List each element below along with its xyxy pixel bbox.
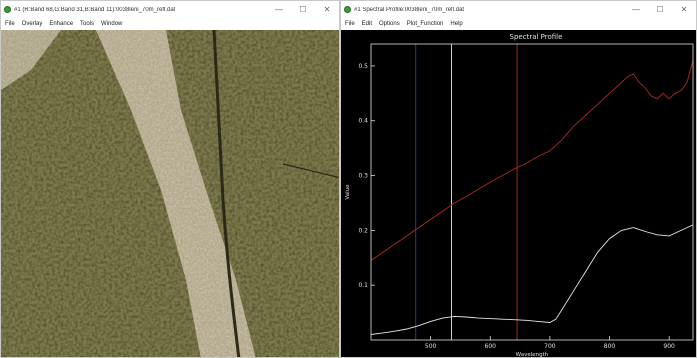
y-tick-label: 0.1 (358, 282, 368, 289)
y-tick-label: 0.2 (358, 227, 368, 234)
minimize-button[interactable]: — (275, 5, 283, 14)
close-button[interactable]: ✕ (323, 5, 331, 14)
plot-title: Spectral Profile (510, 33, 563, 41)
x-tick-label: 500 (425, 343, 437, 350)
maximize-button[interactable]: ☐ (656, 5, 664, 14)
menu-plot-function[interactable]: Plot_Function (406, 21, 444, 27)
close-button[interactable]: ✕ (680, 5, 688, 14)
y-tick-label: 0.4 (358, 118, 368, 125)
y-axis-label: Value (345, 184, 351, 200)
y-tick-label: 0.3 (358, 173, 368, 180)
x-tick-label: 600 (485, 343, 497, 350)
profile-window-title: #1 Spectral Profile:0038leni_70m_refl.da… (354, 6, 465, 13)
menu-edit[interactable]: Edit (361, 21, 373, 27)
menu-tools[interactable]: Tools (80, 21, 95, 27)
y-tick-label: 0.5 (358, 63, 368, 70)
minimize-button[interactable]: — (632, 5, 640, 14)
spectral-profile-window[interactable]: #1 Spectral Profile:0038leni_70m_refl.da… (340, 0, 697, 358)
x-tick-label: 800 (604, 343, 616, 350)
image-window-menubar: File Overlay Enhance Tools Window (1, 18, 339, 30)
field-track (282, 163, 339, 179)
image-window-titlebar[interactable]: #1 (R:Band 68,G:Band 31,B:Band 11):0038l… (1, 1, 339, 18)
image-window-title: #1 (R:Band 68,G:Band 31,B:Band 11):0038l… (14, 6, 176, 13)
plot-frame (370, 43, 694, 341)
maximize-button[interactable]: ☐ (299, 5, 307, 14)
field-patch-texture (1, 30, 61, 90)
plot-background (341, 30, 696, 357)
image-viewport[interactable] (1, 29, 340, 358)
image-window[interactable]: #1 (R:Band 68,G:Band 31,B:Band 11):0038l… (0, 0, 340, 358)
field-furrow (212, 29, 241, 357)
menu-file[interactable]: File (345, 21, 355, 27)
menu-enhance[interactable]: Enhance (49, 21, 74, 27)
spectrum-line (370, 224, 694, 335)
menu-file[interactable]: File (5, 21, 15, 27)
menu-help[interactable]: Help (450, 21, 463, 27)
menu-options[interactable]: Options (379, 21, 400, 27)
profile-window-menubar: File Edit Options Plot_Function Help (341, 18, 696, 30)
spectrum-line (370, 60, 694, 261)
app-icon (344, 6, 351, 13)
menu-window[interactable]: Window (101, 21, 123, 27)
x-tick-label: 700 (544, 343, 556, 350)
x-tick-label: 900 (663, 343, 675, 350)
menu-overlay[interactable]: Overlay (21, 21, 43, 27)
plot-viewport[interactable]: Spectral Profile 500 600 700 800 900 0.1 0.2 0… (341, 30, 696, 357)
x-axis-label: Wavelength (516, 352, 549, 358)
aerial-image[interactable] (1, 29, 340, 358)
spectral-plot[interactable]: Spectral Profile 500 600 700 800 900 0.1 0.2 0… (341, 30, 697, 358)
app-icon (4, 6, 11, 13)
trail-texture (96, 30, 256, 357)
profile-window-titlebar[interactable]: #1 Spectral Profile:0038leni_70m_refl.da… (341, 1, 696, 18)
